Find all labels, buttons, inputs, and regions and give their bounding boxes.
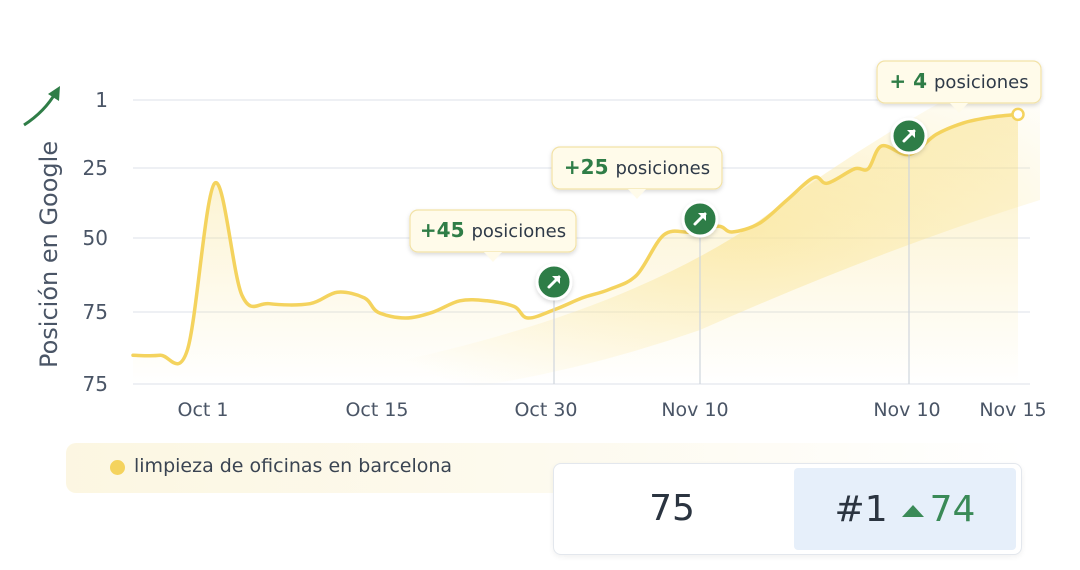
annotation-number: + 4 <box>889 69 934 93</box>
annotation-text: posiciones <box>471 221 566 242</box>
previous-position-value: 75 <box>649 487 695 529</box>
google-arrow-icon <box>23 86 60 127</box>
markers <box>535 107 1025 301</box>
svg-text:+25 posiciones: +25 posiciones <box>564 155 710 179</box>
annotations: +45 posiciones+25 posiciones+ 4 posicion… <box>409 60 1042 384</box>
y-tick-label: 75 <box>83 372 108 396</box>
arrow-up-right-icon <box>535 263 573 301</box>
svg-text:+ 4 posiciones: + 4 posiciones <box>889 69 1028 93</box>
end-point <box>1011 107 1025 122</box>
annotation-callout: + 4 posiciones <box>876 60 1042 113</box>
annotation-callout: +45 posiciones <box>409 209 577 262</box>
ranking-chart: 1 25 50 75 75 Oct 1 Oct 15 Oct 30 Nov 10 Nov 10 No… <box>23 60 1047 421</box>
annotation-number: +25 <box>564 155 616 179</box>
y-tick-label: 75 <box>83 300 108 324</box>
y-axis-label: Posición en Google <box>35 141 63 368</box>
annotation-callout: +25 posiciones <box>551 146 723 199</box>
area-fill <box>133 114 1018 385</box>
stats-card: 75 #1 74 <box>553 463 1022 555</box>
y-tick-label: 1 <box>95 88 108 112</box>
series-line <box>131 112 1020 366</box>
legend-label: limpieza de oficinas en barcelona <box>134 455 453 477</box>
axis-ticks: 1 25 50 75 75 Oct 1 Oct 15 Oct 30 Nov 10 Nov 10 No… <box>83 88 1047 421</box>
current-rank: #1 <box>834 488 888 530</box>
svg-text:+45 posiciones: +45 posiciones <box>420 218 566 242</box>
legend-dot <box>110 460 125 475</box>
annotation-text: posiciones <box>615 158 710 179</box>
arrow-up-right-icon <box>681 200 719 238</box>
x-tick-label: Oct 30 <box>514 399 577 421</box>
annotation-text: posiciones <box>934 72 1029 93</box>
y-tick-label: 25 <box>83 156 108 180</box>
x-tick-label: Nov 15 <box>979 399 1046 421</box>
annotation-number: +45 <box>420 218 472 242</box>
y-tick-label: 50 <box>83 226 108 250</box>
x-tick-label: Oct 1 <box>178 399 229 421</box>
x-tick-label: Oct 15 <box>345 399 408 421</box>
up-arrow-icon <box>901 505 924 517</box>
arrow-up-right-icon <box>890 117 928 155</box>
x-tick-label: Nov 10 <box>661 399 728 421</box>
rank-delta: 74 <box>929 488 976 530</box>
current-position: #1 74 <box>794 468 1016 550</box>
previous-position: 75 <box>554 464 790 552</box>
x-tick-label: Nov 10 <box>873 399 940 421</box>
